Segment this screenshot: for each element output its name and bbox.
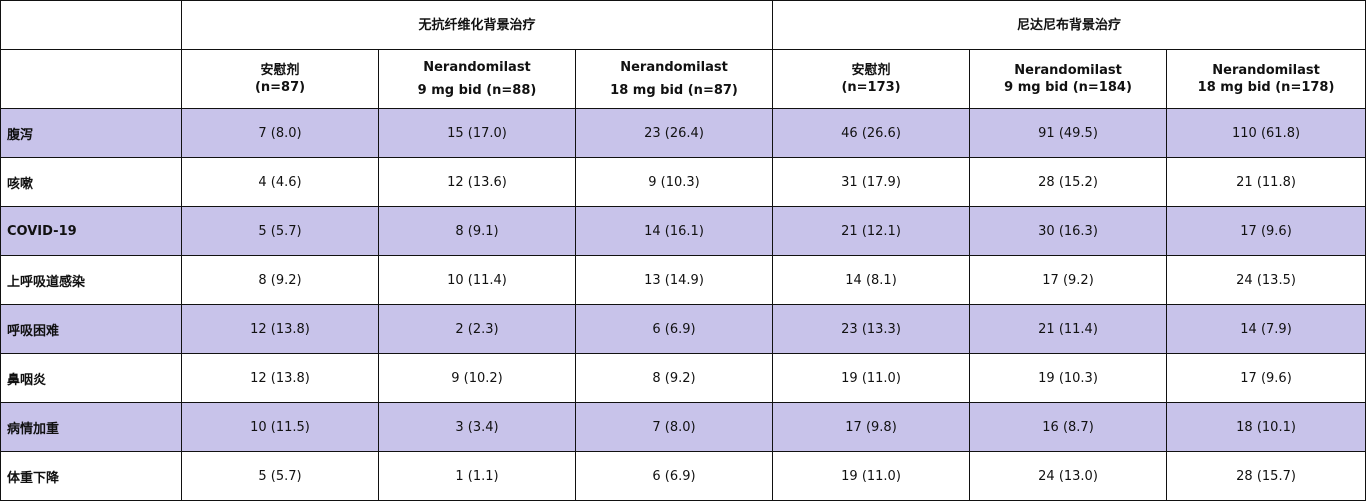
table-row: 咳嗽 4 (4.6) 12 (13.6) 9 (10.3) 31 (17.9) …	[0, 157, 1366, 207]
row-label: 病情加重	[0, 402, 182, 452]
table-cell: 4 (4.6)	[181, 157, 379, 207]
table-cell: 21 (11.4)	[969, 304, 1168, 354]
table-cell: 14 (8.1)	[772, 255, 971, 305]
table-cell: 5 (5.7)	[181, 206, 379, 256]
column-header: Nerandomilast 18 mg bid (n=178)	[1166, 49, 1366, 109]
table-cell: 17 (9.6)	[1166, 206, 1366, 256]
table-cell: 28 (15.2)	[969, 157, 1168, 207]
column-header-arm: Nerandomilast	[1212, 63, 1320, 78]
table-cell: 19 (10.3)	[969, 353, 1168, 403]
table-cell: 8 (9.2)	[574, 353, 774, 403]
table-cell: 17 (9.6)	[1166, 353, 1366, 403]
table-cell: 91 (49.5)	[969, 108, 1168, 158]
column-header-n: 18 mg bid (n=178)	[1197, 80, 1335, 95]
column-header: Nerandomilast 9 mg bid (n=88)	[378, 49, 576, 109]
table-cell: 46 (26.6)	[772, 108, 971, 158]
corner-cell	[0, 0, 182, 50]
table-row: 体重下降 5 (5.7) 1 (1.1) 6 (6.9) 19 (11.0) 2…	[0, 451, 1366, 501]
column-header-arm: Nerandomilast	[620, 60, 728, 75]
column-header-arm: Nerandomilast	[423, 60, 531, 75]
row-label: 呼吸困难	[0, 304, 182, 354]
row-label: COVID-19	[0, 206, 182, 256]
table-cell: 17 (9.8)	[772, 402, 971, 452]
table-cell: 18 (10.1)	[1166, 402, 1366, 452]
column-header: 安慰剂 (n=173)	[772, 49, 971, 109]
row-label: 腹泻	[0, 108, 182, 158]
table-cell: 2 (2.3)	[378, 304, 576, 354]
table-cell: 19 (11.0)	[772, 451, 971, 501]
group-header-no-antifibrotic: 无抗纤维化背景治疗	[180, 0, 774, 50]
table-cell: 1 (1.1)	[378, 451, 576, 501]
table-cell: 28 (15.7)	[1166, 451, 1366, 501]
row-label: 上呼吸道感染	[0, 255, 182, 305]
table-cell: 9 (10.2)	[378, 353, 576, 403]
table-cell: 24 (13.5)	[1166, 255, 1366, 305]
row-label: 体重下降	[0, 451, 182, 501]
table-cell: 30 (16.3)	[969, 206, 1168, 256]
table-cell: 31 (17.9)	[772, 157, 971, 207]
column-header: Nerandomilast 18 mg bid (n=87)	[574, 49, 774, 109]
table-row: 鼻咽炎 12 (13.8) 9 (10.2) 8 (9.2) 19 (11.0)…	[0, 353, 1366, 403]
column-header-row: 安慰剂 (n=87) Nerandomilast 9 mg bid (n=88)…	[0, 49, 1366, 109]
table-cell: 17 (9.2)	[969, 255, 1168, 305]
table-cell: 21 (12.1)	[772, 206, 971, 256]
table-cell: 9 (10.3)	[574, 157, 774, 207]
row-label: 咳嗽	[0, 157, 182, 207]
column-header-n: (n=87)	[254, 80, 306, 95]
table-cell: 19 (11.0)	[772, 353, 971, 403]
table-cell: 14 (16.1)	[574, 206, 774, 256]
table-cell: 8 (9.2)	[181, 255, 379, 305]
table-cell: 110 (61.8)	[1166, 108, 1366, 158]
row-label: 鼻咽炎	[0, 353, 182, 403]
table-row: 病情加重 10 (11.5) 3 (3.4) 7 (8.0) 17 (9.8) …	[0, 402, 1366, 452]
table-row: COVID-19 5 (5.7) 8 (9.1) 14 (16.1) 21 (1…	[0, 206, 1366, 256]
table-cell: 12 (13.8)	[181, 353, 379, 403]
column-header-n: (n=173)	[841, 80, 901, 95]
table-cell: 3 (3.4)	[378, 402, 576, 452]
table-cell: 10 (11.5)	[181, 402, 379, 452]
table-cell: 16 (8.7)	[969, 402, 1168, 452]
column-header: 安慰剂 (n=87)	[181, 49, 379, 109]
group-header-nintedanib: 尼达尼布背景治疗	[772, 0, 1366, 50]
table-cell: 7 (8.0)	[574, 402, 774, 452]
table-cell: 6 (6.9)	[574, 451, 774, 501]
group-header-row: 无抗纤维化背景治疗 尼达尼布背景治疗	[0, 0, 1366, 50]
table-cell: 15 (17.0)	[378, 108, 576, 158]
table-cell: 23 (13.3)	[772, 304, 971, 354]
table-cell: 12 (13.8)	[181, 304, 379, 354]
table-cell: 24 (13.0)	[969, 451, 1168, 501]
table-cell: 10 (11.4)	[378, 255, 576, 305]
table-cell: 6 (6.9)	[574, 304, 774, 354]
table-cell: 14 (7.9)	[1166, 304, 1366, 354]
column-header: Nerandomilast 9 mg bid (n=184)	[969, 49, 1168, 109]
table-row: 上呼吸道感染 8 (9.2) 10 (11.4) 13 (14.9) 14 (8…	[0, 255, 1366, 305]
column-header-n: 18 mg bid (n=87)	[610, 83, 738, 98]
table-cell: 23 (26.4)	[574, 108, 774, 158]
column-header-n: 9 mg bid (n=184)	[1004, 80, 1132, 95]
table-cell: 12 (13.6)	[378, 157, 576, 207]
column-header-arm: 安慰剂	[260, 63, 300, 78]
column-header-arm: 安慰剂	[851, 63, 891, 78]
table-cell: 7 (8.0)	[181, 108, 379, 158]
column-header-n: 9 mg bid (n=88)	[417, 83, 537, 98]
table-row: 腹泻 7 (8.0) 15 (17.0) 23 (26.4) 46 (26.6)…	[0, 108, 1366, 158]
column-header-arm: Nerandomilast	[1014, 63, 1122, 78]
table-cell: 13 (14.9)	[574, 255, 774, 305]
row-label-header	[0, 49, 182, 109]
table-row: 呼吸困难 12 (13.8) 2 (2.3) 6 (6.9) 23 (13.3)…	[0, 304, 1366, 354]
table-cell: 8 (9.1)	[378, 206, 576, 256]
table-cell: 21 (11.8)	[1166, 157, 1366, 207]
table-cell: 5 (5.7)	[181, 451, 379, 501]
